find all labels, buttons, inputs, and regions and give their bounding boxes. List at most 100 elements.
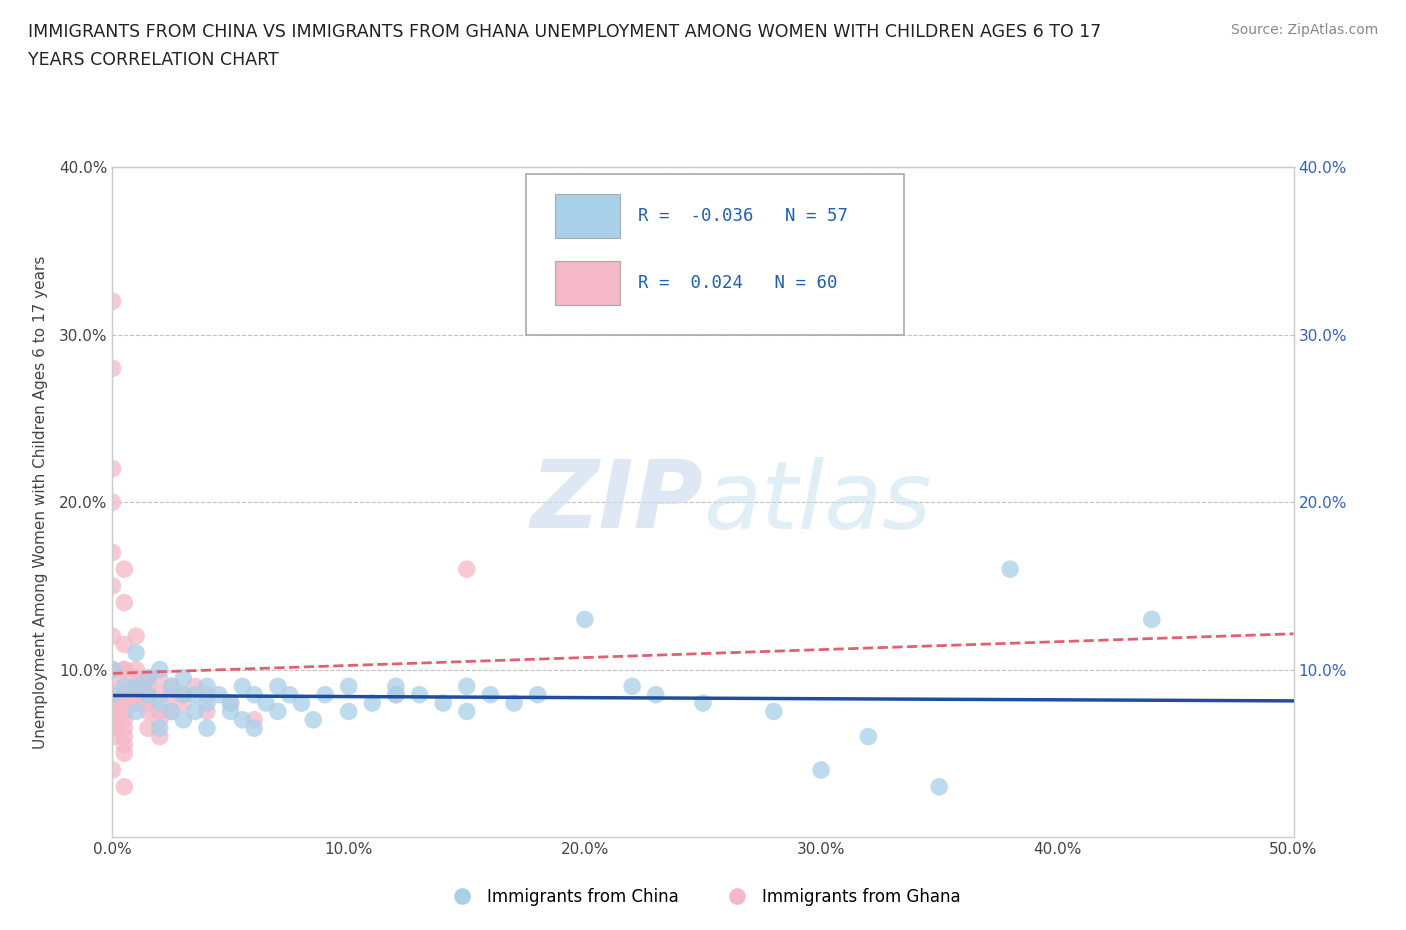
Point	[621, 679, 644, 694]
Point	[101, 729, 124, 744]
Point	[125, 679, 148, 694]
Point	[337, 704, 360, 719]
Point	[101, 687, 124, 702]
Point	[479, 687, 502, 702]
Point	[231, 712, 253, 727]
Point	[112, 737, 135, 752]
Point	[456, 562, 478, 577]
Point	[184, 687, 207, 702]
Point	[136, 704, 159, 719]
Point	[267, 704, 290, 719]
Text: YEARS CORRELATION CHART: YEARS CORRELATION CHART	[28, 51, 278, 69]
Point	[172, 687, 194, 702]
Point	[125, 671, 148, 685]
Point	[112, 679, 135, 694]
Point	[136, 671, 159, 685]
Point	[574, 612, 596, 627]
Point	[101, 662, 124, 677]
Point	[195, 679, 218, 694]
Point	[101, 294, 124, 309]
Point	[112, 662, 135, 677]
Point	[101, 721, 124, 736]
Point	[314, 687, 336, 702]
Point	[243, 687, 266, 702]
Point	[101, 704, 124, 719]
Point	[125, 704, 148, 719]
Text: ZIP: ZIP	[530, 457, 703, 548]
Point	[125, 662, 148, 677]
Point	[149, 662, 172, 677]
Point	[302, 712, 325, 727]
Point	[136, 721, 159, 736]
Point	[243, 712, 266, 727]
Point	[172, 687, 194, 702]
Legend: Immigrants from China, Immigrants from Ghana: Immigrants from China, Immigrants from G…	[439, 881, 967, 912]
Point	[101, 545, 124, 560]
Point	[928, 779, 950, 794]
Point	[195, 704, 218, 719]
Point	[456, 704, 478, 719]
Point	[112, 779, 135, 794]
Point	[149, 704, 172, 719]
Point	[136, 679, 159, 694]
Point	[136, 687, 159, 702]
Point	[149, 721, 172, 736]
Point	[160, 679, 183, 694]
Point	[160, 704, 183, 719]
Point	[172, 712, 194, 727]
Point	[219, 696, 242, 711]
Point	[219, 704, 242, 719]
Point	[195, 696, 218, 711]
Point	[149, 671, 172, 685]
Point	[136, 696, 159, 711]
Point	[101, 629, 124, 644]
Text: IMMIGRANTS FROM CHINA VS IMMIGRANTS FROM GHANA UNEMPLOYMENT AMONG WOMEN WITH CHI: IMMIGRANTS FROM CHINA VS IMMIGRANTS FROM…	[28, 23, 1101, 41]
Point	[149, 712, 172, 727]
Point	[644, 687, 666, 702]
Point	[361, 696, 384, 711]
Point	[125, 629, 148, 644]
Point	[432, 696, 454, 711]
Point	[112, 687, 135, 702]
Point	[101, 662, 124, 677]
Point	[762, 704, 785, 719]
Point	[254, 696, 277, 711]
Point	[998, 562, 1021, 577]
Point	[858, 729, 880, 744]
Point	[337, 679, 360, 694]
Point	[125, 696, 148, 711]
Point	[149, 729, 172, 744]
Text: R =  0.024   N = 60: R = 0.024 N = 60	[638, 273, 838, 292]
Point	[101, 687, 124, 702]
Point	[385, 687, 408, 702]
Point	[101, 712, 124, 727]
Point	[101, 361, 124, 376]
Point	[112, 696, 135, 711]
Text: Source: ZipAtlas.com: Source: ZipAtlas.com	[1230, 23, 1378, 37]
Point	[231, 679, 253, 694]
Point	[125, 679, 148, 694]
Point	[112, 595, 135, 610]
Point	[101, 671, 124, 685]
Point	[101, 578, 124, 593]
Point	[172, 671, 194, 685]
Point	[160, 704, 183, 719]
Point	[184, 679, 207, 694]
Point	[408, 687, 430, 702]
Y-axis label: Unemployment Among Women with Children Ages 6 to 17 years: Unemployment Among Women with Children A…	[32, 256, 48, 749]
Point	[101, 763, 124, 777]
Point	[101, 696, 124, 711]
Point	[112, 637, 135, 652]
Point	[278, 687, 301, 702]
Point	[219, 696, 242, 711]
Bar	[555, 194, 620, 238]
Point	[125, 645, 148, 660]
Point	[243, 721, 266, 736]
Point	[160, 679, 183, 694]
Point	[112, 562, 135, 577]
Point	[195, 687, 218, 702]
Point	[112, 729, 135, 744]
Point	[290, 696, 312, 711]
Point	[112, 704, 135, 719]
Point	[160, 687, 183, 702]
